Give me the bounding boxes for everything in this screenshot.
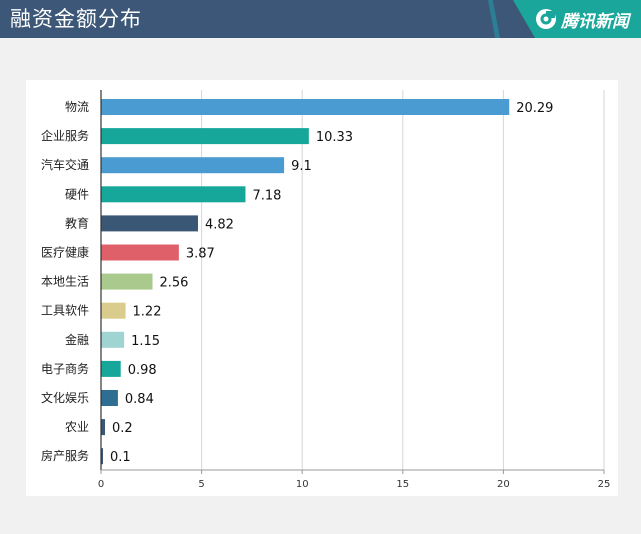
bar — [101, 390, 118, 406]
tencent-news-logo-icon — [536, 9, 556, 29]
header-bar: 融资金额分布 腾讯新闻 — [0, 0, 641, 38]
category-label: 金融 — [65, 332, 89, 347]
category-label: 本地生活 — [41, 275, 89, 289]
chart-panel: 0 5 10 15 20 25 物流 20.29 企业服务 10.33 汽车交通 9.1 硬件 7.18 教… — [26, 80, 618, 496]
value-label: 4.82 — [205, 217, 234, 232]
value-label: 1.15 — [131, 334, 160, 349]
x-tick-label: 20 — [497, 479, 510, 490]
bar — [101, 360, 121, 377]
bar — [101, 448, 104, 465]
category-label: 硬件 — [65, 187, 89, 201]
category-label: 汽车交通 — [41, 157, 89, 172]
value-label: 0.2 — [112, 421, 133, 436]
page-title: 融资金额分布 — [10, 7, 142, 31]
x-tick-label: 25 — [598, 479, 611, 490]
value-label: 9.1 — [291, 159, 312, 174]
x-tick-label: 15 — [396, 479, 409, 490]
bar-chart: 0 5 10 15 20 25 物流 20.29 企业服务 10.33 汽车交通 9.1 硬件 7.18 教… — [41, 90, 611, 490]
category-label: 农业 — [65, 420, 89, 434]
value-label: 7.18 — [252, 188, 281, 203]
bar — [101, 244, 179, 261]
bar — [101, 302, 126, 319]
value-label: 0.1 — [110, 450, 131, 465]
category-label: 文化娱乐 — [41, 390, 89, 405]
category-label: 工具软件 — [41, 304, 89, 318]
category-label: 教育 — [65, 215, 89, 230]
brand-logo: 腾讯新闻 — [535, 8, 629, 32]
value-label: 0.84 — [125, 392, 154, 407]
category-label: 电子商务 — [41, 361, 89, 376]
category-label: 房产服务 — [41, 448, 89, 463]
bar — [101, 419, 106, 436]
x-tick-label: 10 — [296, 479, 309, 490]
header-accent-stripe — [488, 0, 500, 38]
bar — [101, 273, 153, 290]
bar — [101, 99, 510, 115]
brand-name: 腾讯新闻 — [561, 11, 629, 32]
bar — [101, 331, 125, 348]
bar — [101, 157, 285, 174]
header-brand-band — [513, 0, 641, 38]
category-label: 企业服务 — [41, 128, 89, 143]
value-label: 20.29 — [516, 101, 553, 116]
bar — [101, 215, 198, 232]
value-label: 3.87 — [186, 247, 215, 262]
value-label: 0.98 — [128, 363, 157, 378]
x-tick-label: 0 — [98, 479, 104, 490]
bar — [101, 128, 309, 145]
bar — [101, 186, 246, 203]
x-tick-label: 5 — [198, 479, 204, 490]
value-label: 2.56 — [160, 276, 189, 291]
category-label: 物流 — [65, 100, 89, 114]
value-label: 10.33 — [316, 130, 353, 145]
category-label: 医疗健康 — [41, 245, 89, 260]
value-label: 1.22 — [133, 305, 162, 320]
